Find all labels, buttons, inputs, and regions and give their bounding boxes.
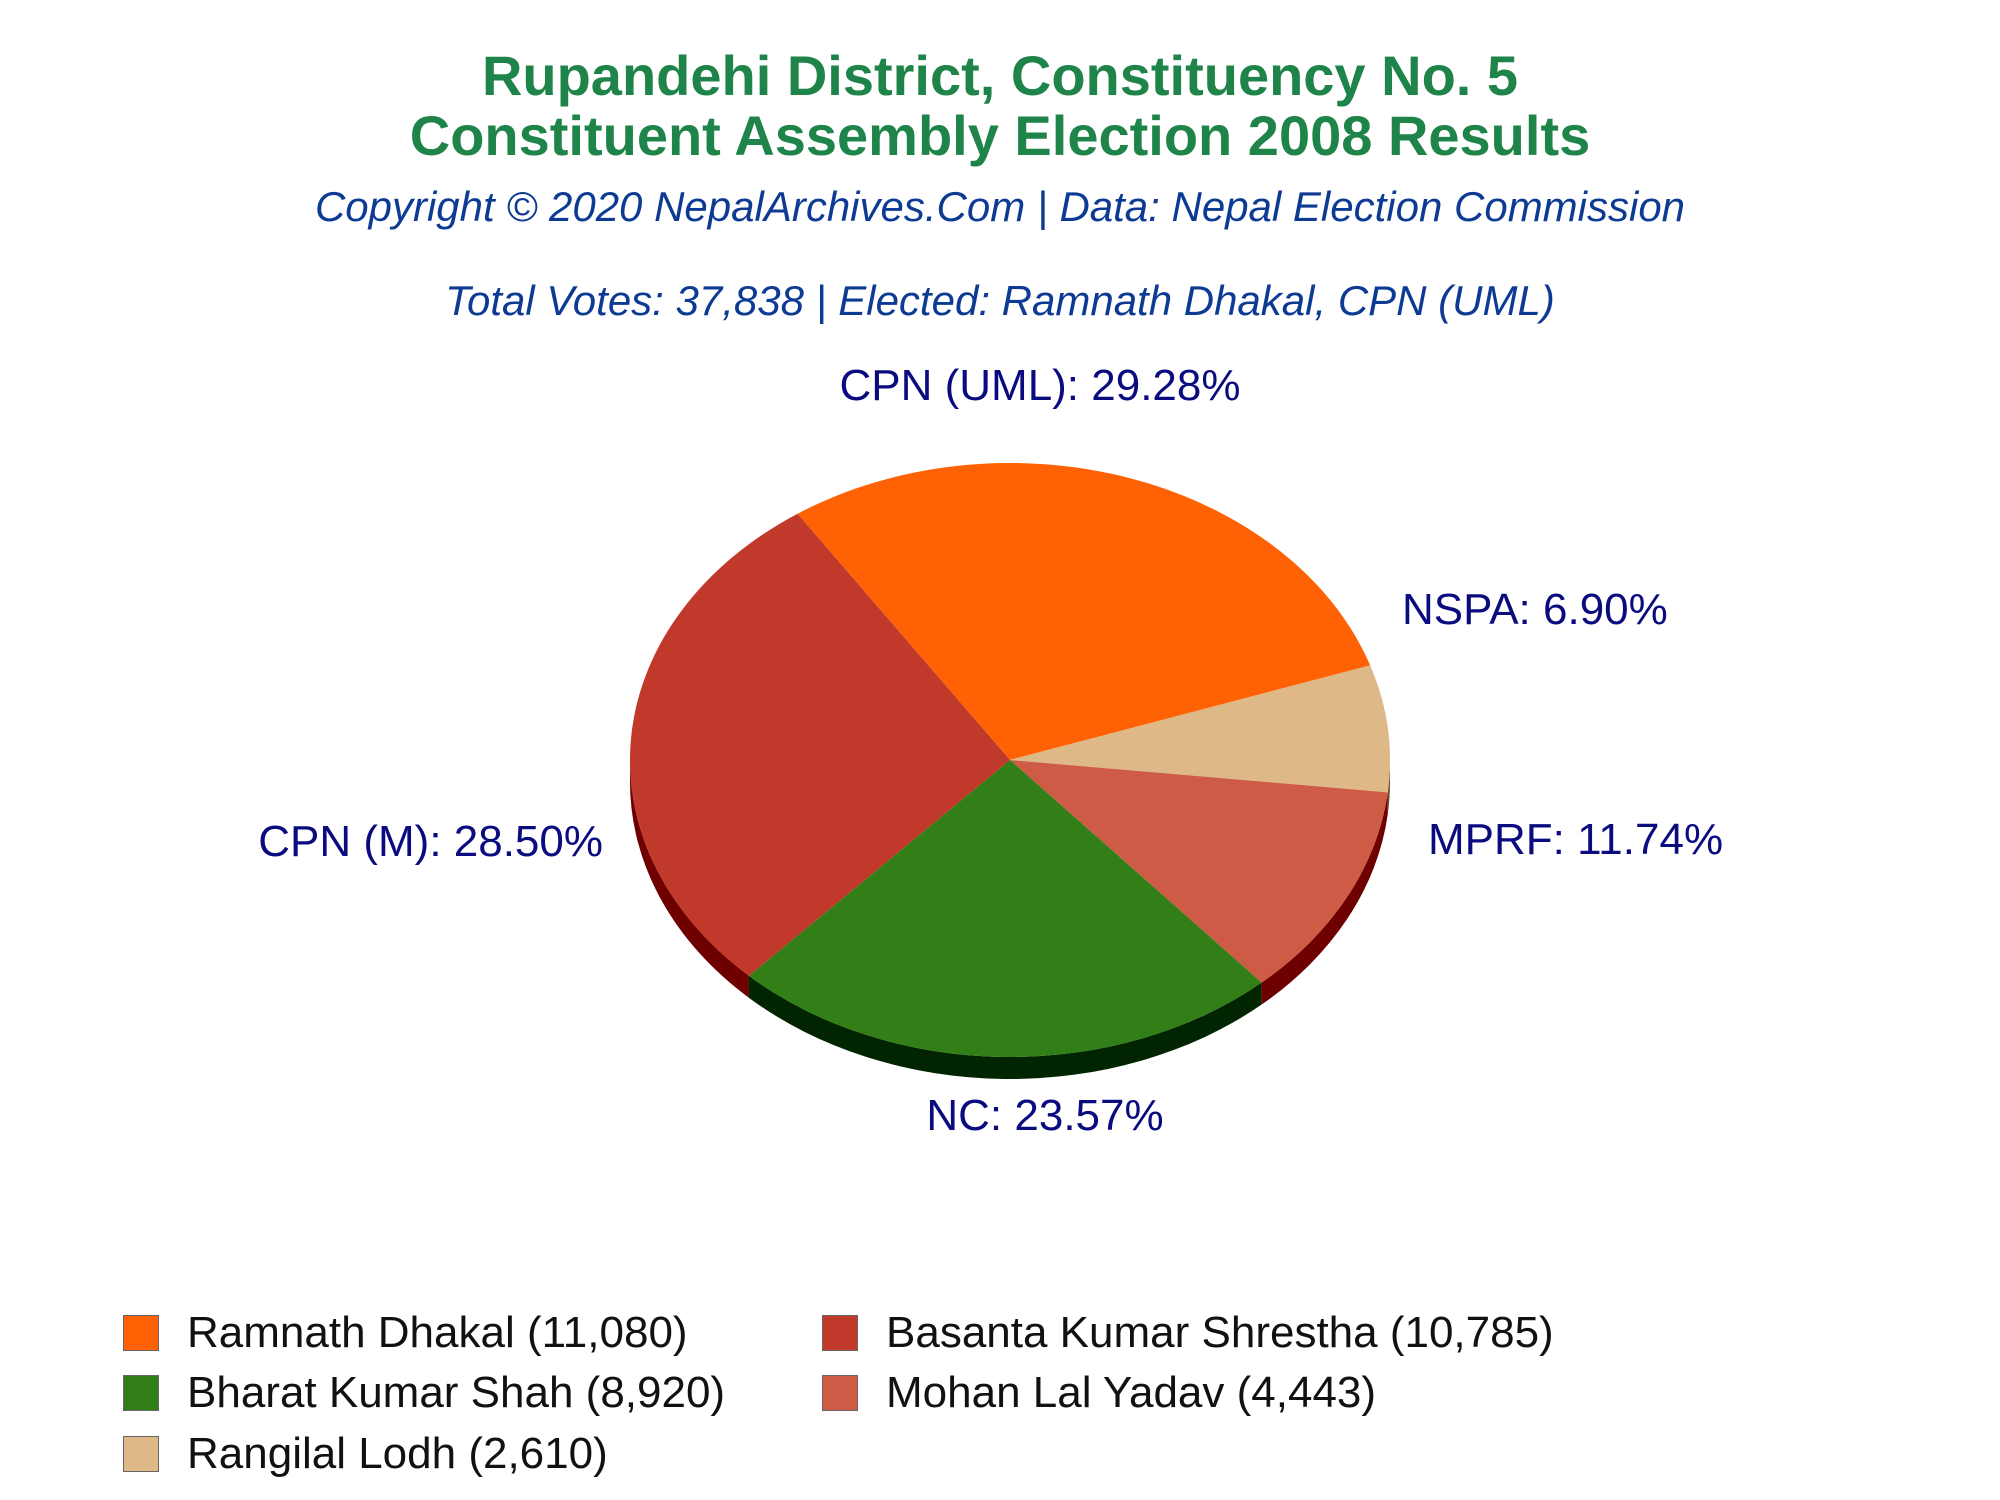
chart-title-line1: Rupandehi District, Constituency No. 5 xyxy=(481,44,1519,107)
pie-labels-layer: CPN (UML): 29.28% NSPA: 6.90% MPRF: 11.74%… xyxy=(258,361,1723,1140)
legend-item-mohan-lal-yadav: Mohan Lal Yadav (4,443) xyxy=(822,1363,1376,1423)
legend-label: Bharat Kumar Shah (8,920) xyxy=(187,1368,726,1417)
legend-swatch xyxy=(123,1315,159,1351)
pie-slice-label: NC: 23.57% xyxy=(926,1091,1163,1140)
pie-chart: CPN (UML): 29.28% NSPA: 6.90% MPRF: 11.74%… xyxy=(258,361,1723,1140)
legend-label: Mohan Lal Yadav (4,443) xyxy=(886,1368,1377,1417)
pie-slice-side xyxy=(1261,792,1388,1005)
legend-label: Ramnath Dhakal (11,080) xyxy=(187,1308,688,1357)
pie-slice xyxy=(1010,665,1390,793)
pie-depth-layer xyxy=(630,760,1390,1079)
pie-slice-side xyxy=(748,975,1262,1079)
pie-slice xyxy=(797,463,1371,760)
pie-slice-side xyxy=(1387,760,1390,815)
legend-item-ramnath-dhakal: Ramnath Dhakal (11,080) xyxy=(123,1303,688,1363)
legend-item-rangilal-lodh: Rangilal Lodh (2,610) xyxy=(123,1424,608,1484)
summary-subtitle: Total Votes: 37,838 | Elected: Ramnath D… xyxy=(445,277,1555,324)
legend-label: Basanta Kumar Shrestha (10,785) xyxy=(886,1308,1554,1357)
pie-slice xyxy=(748,760,1262,1058)
legend-swatch xyxy=(822,1315,858,1351)
pie-slice-label: NSPA: 6.90% xyxy=(1402,585,1668,634)
chart-title-line2: Constituent Assembly Election 2008 Resul… xyxy=(409,104,1591,167)
pie-slice-label: CPN (UML): 29.28% xyxy=(839,361,1240,410)
pie-slice-label: MPRF: 11.74% xyxy=(1428,815,1723,864)
chart-legend: Ramnath Dhakal (11,080) Basanta Kumar Sh… xyxy=(0,1300,2000,1500)
legend-swatch xyxy=(123,1436,159,1472)
legend-item-basanta-kumar-shrestha: Basanta Kumar Shrestha (10,785) xyxy=(822,1303,1554,1363)
pie-slices-layer xyxy=(629,463,1390,1058)
pie-slice-label: CPN (M): 28.50% xyxy=(258,817,603,866)
pie-slice-side xyxy=(630,760,749,998)
legend-swatch xyxy=(123,1375,159,1411)
legend-item-bharat-kumar-shah: Bharat Kumar Shah (8,920) xyxy=(123,1363,725,1423)
copyright-subtitle: Copyright © 2020 NepalArchives.Com | Dat… xyxy=(314,183,1686,230)
pie-slice xyxy=(629,513,1010,976)
legend-label: Rangilal Lodh (2,610) xyxy=(187,1429,608,1478)
pie-slice xyxy=(1010,760,1388,983)
legend-swatch xyxy=(822,1375,858,1411)
